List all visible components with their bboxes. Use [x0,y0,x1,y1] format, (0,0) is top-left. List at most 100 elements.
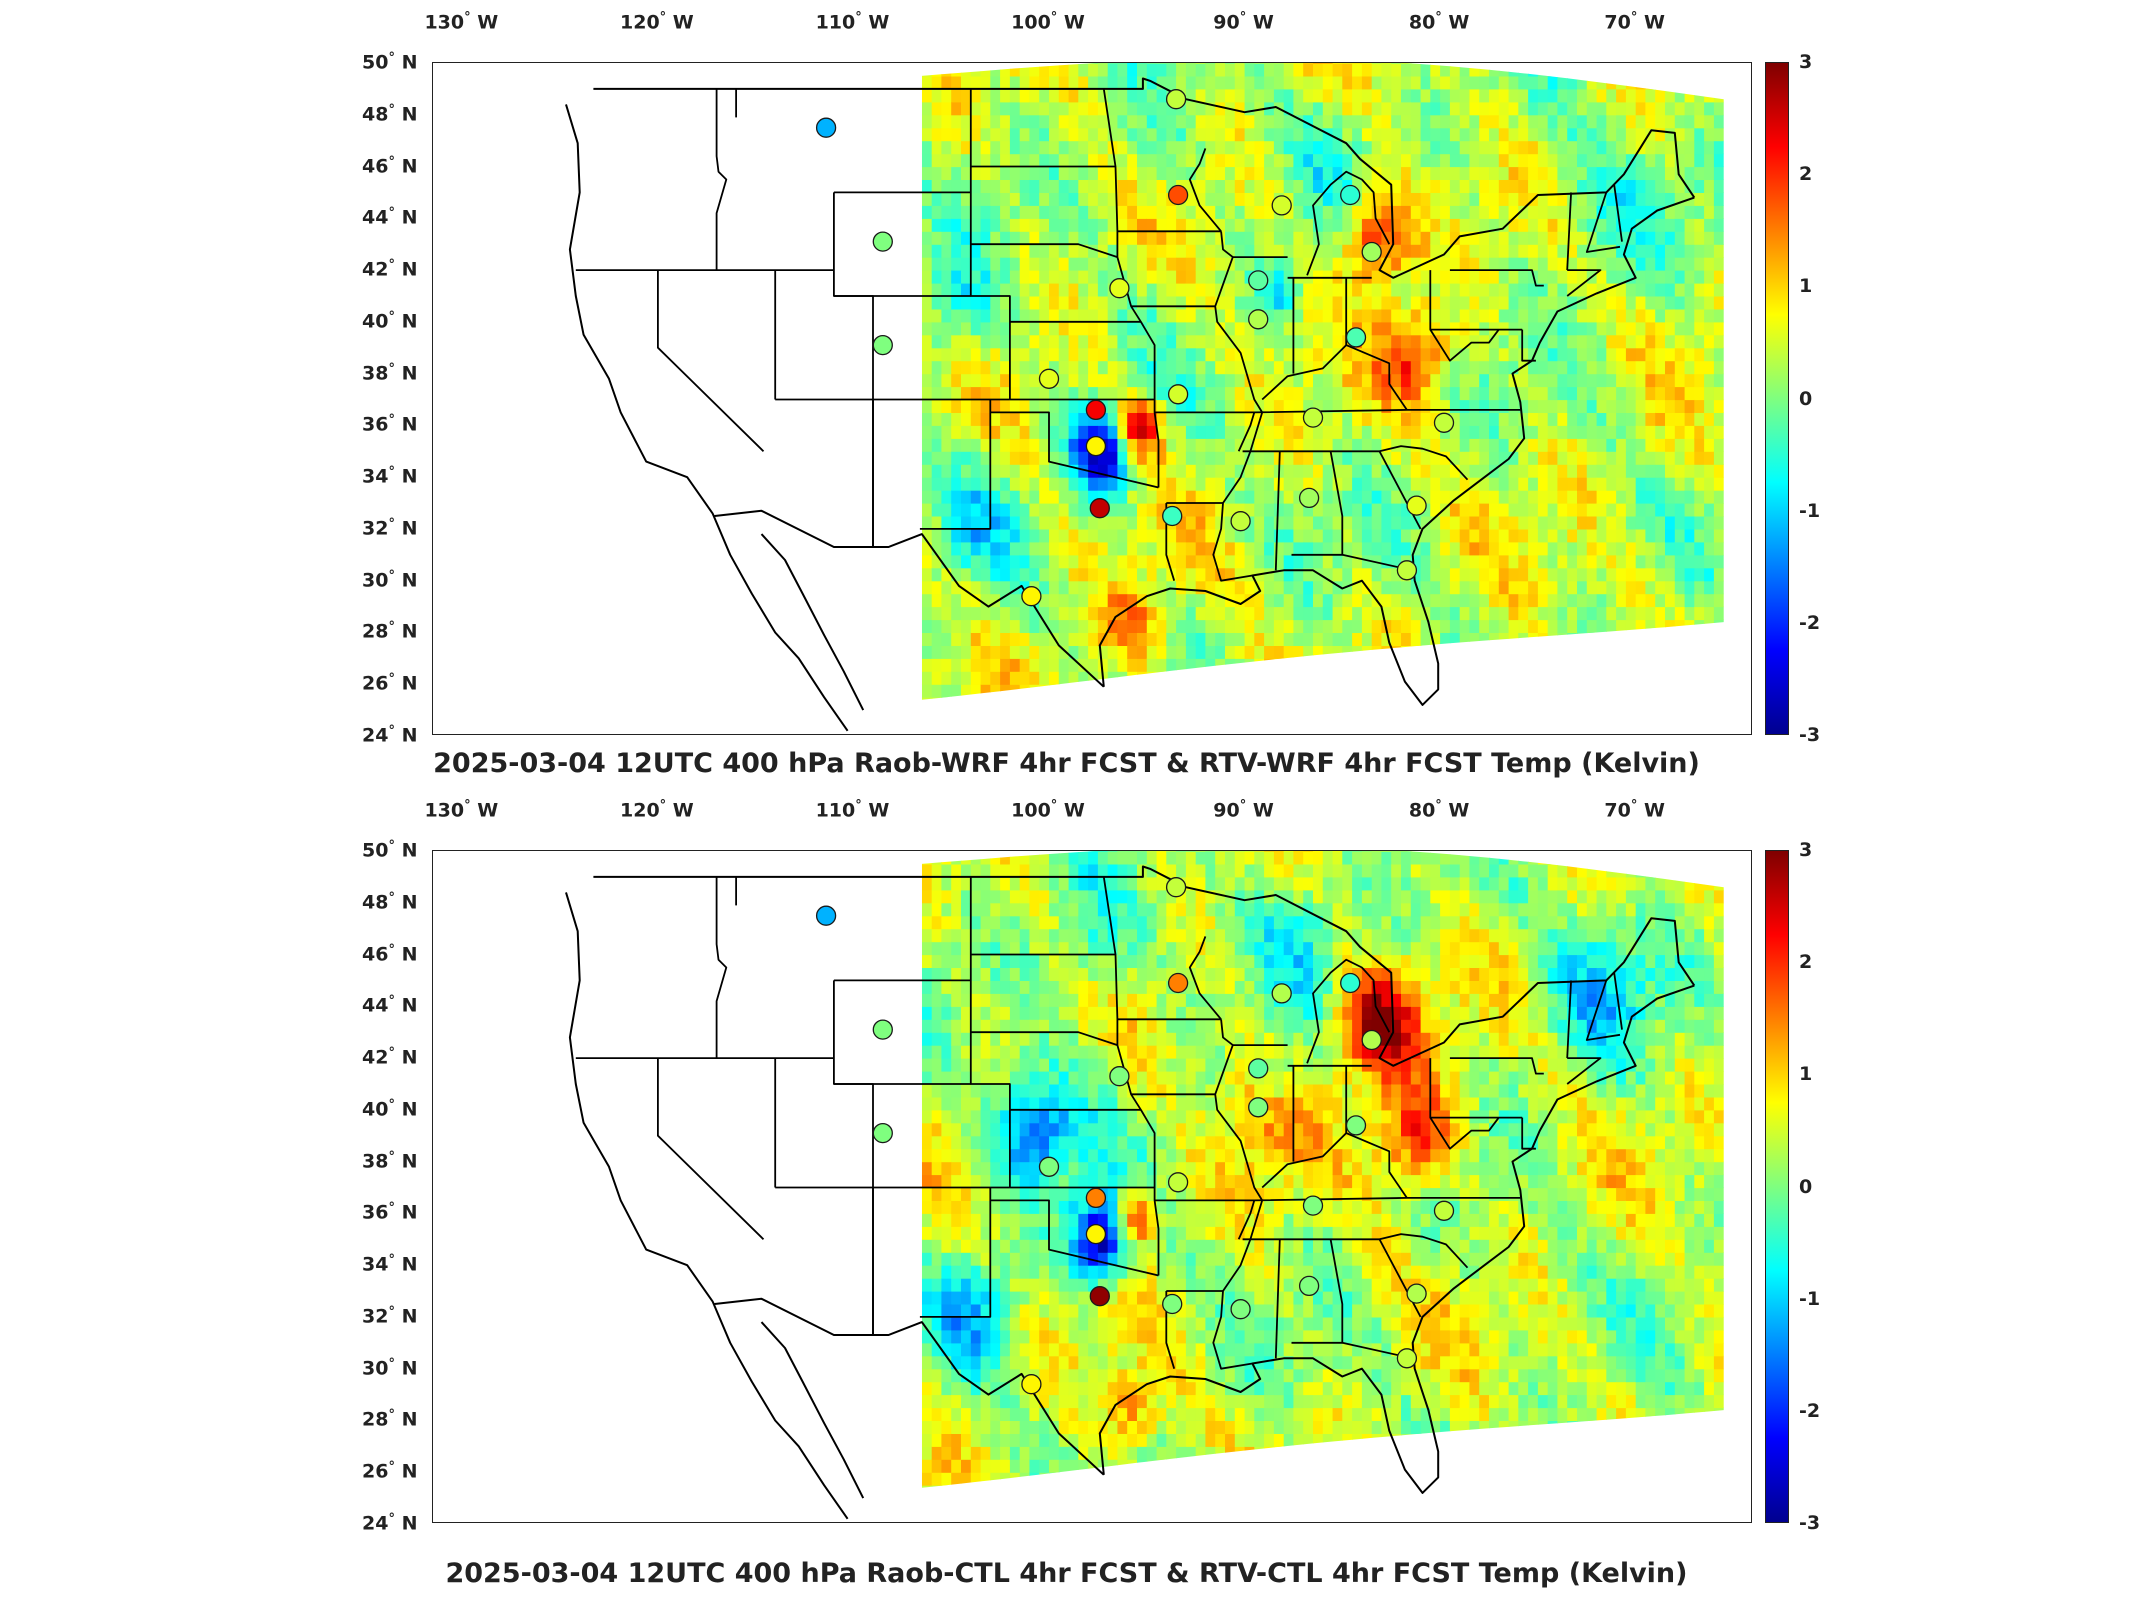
raob-station-marker [1298,487,1320,509]
raob-station-marker [1248,1058,1269,1079]
temperature-anomaly-field [921,63,1724,700]
lon-tick: 70° W [1604,10,1665,34]
colorbar-tick-label: 2 [1799,163,1813,186]
lat-tick: 46° N [362,941,418,966]
lat-tick: 48° N [362,102,418,126]
raob-station-marker [1162,505,1183,527]
colorbar-tick-label: -2 [1799,611,1821,634]
lat-tick: 30° N [362,1356,418,1380]
lon-tick-value: 90 [1213,11,1240,34]
raob-station-marker [1406,495,1427,516]
lat-tick: 42° N [362,257,418,281]
lat-tick-value: 38 [362,362,389,385]
raob-station-marker [1021,1374,1042,1395]
colorbar-tick-label: 3 [1799,51,1813,73]
lat-tick-value: 44 [362,206,389,229]
map-frame [432,62,1752,735]
lat-tick: 32° N [362,516,418,540]
lat-tick: 26° N [362,1459,418,1483]
lat-tick-value: 50 [362,51,389,74]
lat-tick: 28° N [362,1407,418,1432]
raob-station-marker [1085,399,1107,421]
lat-tick-value: 46 [362,155,389,178]
raob-station-marker [1433,1200,1455,1221]
lat-tick: 40° N [362,1097,418,1121]
lat-tick-value: 34 [362,465,389,488]
raob-station-marker [1167,384,1189,405]
lon-tick: 100° W [1011,798,1085,822]
raob-station-marker [815,905,837,926]
lat-tick: 50° N [362,838,418,862]
raob-station-marker [1230,1299,1251,1320]
raob-station-marker [1089,498,1110,519]
lon-tick: 120° W [620,798,694,822]
lon-tick: 130° W [424,798,499,822]
raob-station-marker [1085,1187,1107,1209]
raob-station-marker [1298,1275,1320,1297]
lon-tick-value: 120 [620,799,660,822]
lat-tick-value: 48 [362,103,389,126]
map-canvas [565,851,1724,1520]
raob-station-marker [1302,1195,1324,1216]
raob-station-marker [1165,89,1187,110]
lat-tick: 32° N [362,1304,418,1328]
lat-tick-value: 26 [362,672,389,695]
lon-tick: 110° W [815,10,890,34]
lon-tick: 110° W [815,798,890,822]
raob-station-marker [1340,972,1361,994]
raob-station-marker [1345,327,1367,348]
lon-tick-value: 130 [424,799,465,822]
raob-station-marker [1230,511,1251,532]
raob-station-marker [872,334,893,356]
raob-station-marker [1361,241,1382,263]
lat-tick: 28° N [362,619,418,644]
raob-station-marker [1248,270,1269,291]
raob-station-marker [1165,877,1187,898]
bottom-map-panel: 130° W 120° W 110° W 100° W 90° W 80° W 70° W 5… [0,790,2133,1600]
lat-tick-value: 26 [362,1460,389,1483]
lat-tick-value: 36 [362,1202,389,1225]
lon-tick: 70° W [1604,798,1665,822]
lon-tick-value: 70 [1604,11,1631,34]
raob-station-marker [1271,195,1292,216]
lon-tick-value: 110 [815,11,856,34]
lat-tick: 48° N [362,890,418,914]
colorbar-tick-label: -3 [1799,1512,1821,1534]
colorbar-tick-label: -1 [1799,499,1821,522]
lat-tick-value: 40 [362,310,389,333]
colorbar-tick-label: -2 [1799,1399,1821,1422]
map-frame [432,850,1752,1523]
raob-station-marker [815,117,837,138]
colorbar-tick-label: 2 [1799,951,1813,974]
lat-tick: 34° N [362,1252,418,1276]
raob-station-marker [1167,184,1189,206]
lon-tick: 80° W [1408,798,1470,822]
colorbar-tick-label: 1 [1799,275,1813,298]
lat-tick-value: 38 [362,1150,389,1173]
lat-tick: 24° N [362,1511,418,1535]
colorbar-tick-label: -1 [1799,1287,1821,1310]
temperature-anomaly-field [921,851,1724,1488]
colorbar-tick-label: 3 [1799,839,1813,861]
raob-station-marker [1021,586,1042,607]
lat-tick: 38° N [362,1148,418,1173]
lat-tick-value: 50 [362,839,389,862]
lat-tick: 46° N [362,153,418,178]
lat-tick: 44° N [362,205,418,229]
lat-tick-value: 48 [362,891,389,914]
raob-station-marker [1396,1348,1418,1369]
colorbar [1765,62,1789,735]
raob-station-marker [872,231,893,252]
raob-station-marker [1340,184,1361,206]
lon-tick-value: 80 [1408,799,1436,822]
lat-tick-value: 32 [362,1305,389,1328]
lon-tick-value: 70 [1604,799,1631,822]
panel-title: 2025-03-04 12UTC 400 hPa Raob-WRF 4hr FC… [433,748,1700,779]
lat-tick-value: 28 [362,1409,389,1432]
colorbar-tick-label: 1 [1799,1063,1813,1086]
lon-tick: 130° W [424,10,499,34]
lat-tick: 36° N [362,1200,418,1225]
top-map-panel: 130° W 120° W 110° W 100° W 90° W 80° W 70° W 5… [0,0,2133,790]
raob-station-marker [1167,1172,1189,1193]
raob-station-marker [1302,407,1324,428]
